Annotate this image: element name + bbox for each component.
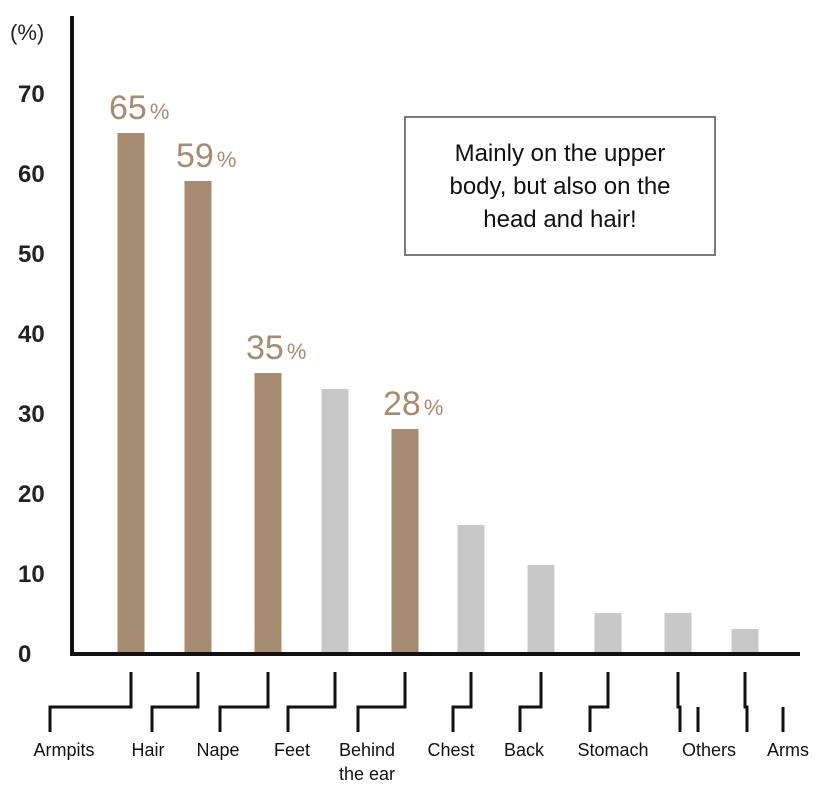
- y-tick-label: 40: [18, 321, 45, 348]
- x-category-label: Back: [504, 740, 545, 760]
- category-bracket: [676, 672, 700, 732]
- x-category-label: the ear: [339, 764, 395, 784]
- data-label: 35%: [246, 329, 306, 367]
- category-bracket: [588, 672, 610, 732]
- x-category-label: Nape: [196, 740, 239, 760]
- bar-armpits: [117, 133, 145, 653]
- x-category-label: Arms: [767, 740, 809, 760]
- bar-others: [664, 613, 692, 653]
- bar-feet: [321, 389, 349, 653]
- bar-hair: [184, 181, 212, 653]
- category-bracket: [356, 672, 407, 732]
- x-category-label: Others: [682, 740, 736, 760]
- y-tick-label: 70: [18, 81, 45, 108]
- y-tick-label: 10: [18, 561, 45, 588]
- category-bracket: [48, 672, 133, 732]
- category-bracket: [518, 672, 543, 732]
- y-tick-label: 60: [18, 161, 45, 188]
- category-bracket: [218, 672, 270, 732]
- y-tick-label: 30: [18, 401, 45, 428]
- annotation-box: Mainly on the upper body, but also on th…: [404, 116, 716, 256]
- bar-stomach: [594, 613, 622, 653]
- y-axis-unit-label: (%): [10, 20, 44, 45]
- annotation-line-3: head and hair!: [483, 205, 637, 233]
- x-category-label: Behind: [339, 740, 395, 760]
- x-category-label: Chest: [427, 740, 474, 760]
- bar-nape: [254, 373, 282, 653]
- data-label: 65%: [109, 89, 169, 127]
- x-category-label: Armpits: [33, 740, 94, 760]
- category-bracket: [743, 672, 785, 732]
- x-category-label: Hair: [131, 740, 164, 760]
- bar-back: [527, 565, 555, 653]
- annotation-line-2: body, but also on the: [449, 172, 671, 200]
- bar-behind-the-ear: [391, 429, 419, 653]
- y-tick-label: 50: [18, 241, 45, 268]
- category-bracket: [150, 672, 200, 732]
- category-bracket: [286, 672, 337, 732]
- bar-chest: [457, 525, 485, 653]
- x-category-label: Feet: [274, 740, 310, 760]
- data-label: 28%: [383, 385, 443, 423]
- x-category-label: Stomach: [577, 740, 648, 760]
- bar-arms: [731, 629, 759, 653]
- category-bracket: [451, 672, 473, 732]
- y-tick-label: 0: [18, 641, 31, 668]
- data-label: 59%: [176, 137, 236, 175]
- annotation-line-1: Mainly on the upper: [454, 139, 666, 167]
- y-tick-label: 20: [18, 481, 45, 508]
